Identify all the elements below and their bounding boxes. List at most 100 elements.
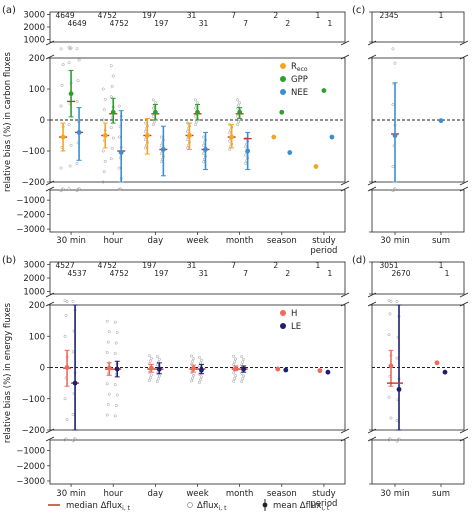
raw-point bbox=[71, 350, 75, 354]
raw-point bbox=[151, 106, 155, 110]
mean-point bbox=[245, 148, 251, 154]
raw-point bbox=[190, 354, 193, 358]
raw-point bbox=[393, 187, 397, 191]
x-tick-label: day bbox=[148, 236, 164, 246]
raw-point bbox=[391, 47, 395, 51]
raw-point bbox=[149, 373, 153, 377]
raw-point bbox=[196, 101, 199, 105]
y-tick-label: −1000 bbox=[16, 447, 45, 457]
legend-point-marker bbox=[187, 502, 193, 508]
raw-point bbox=[155, 355, 159, 359]
break-mark bbox=[459, 292, 469, 298]
raw-point bbox=[153, 101, 157, 105]
raw-point bbox=[75, 161, 79, 165]
count-label: 4649 bbox=[56, 11, 75, 20]
raw-point bbox=[103, 159, 107, 163]
raw-point bbox=[387, 395, 391, 399]
raw-point bbox=[147, 379, 151, 383]
count-label: 3051 bbox=[379, 261, 398, 270]
raw-point bbox=[113, 414, 117, 418]
count-label: 1 bbox=[316, 261, 321, 270]
raw-point bbox=[102, 170, 106, 174]
raw-point bbox=[228, 131, 232, 135]
break-mark bbox=[367, 292, 377, 298]
axis-frame-0 bbox=[371, 261, 465, 295]
x-tick-label: month bbox=[226, 489, 254, 499]
y-tick-label: 200 bbox=[29, 301, 45, 311]
raw-point bbox=[117, 135, 121, 139]
raw-point bbox=[241, 360, 245, 364]
mean-point bbox=[114, 366, 120, 372]
raw-point bbox=[61, 187, 65, 191]
raw-point bbox=[186, 129, 189, 133]
raw-point bbox=[69, 143, 73, 147]
raw-point bbox=[68, 164, 72, 168]
raw-point bbox=[244, 153, 248, 157]
y-tick-label: −200 bbox=[22, 178, 45, 188]
raw-point bbox=[240, 380, 244, 384]
break-mark bbox=[340, 301, 350, 307]
break-mark bbox=[340, 292, 350, 298]
x-tick-label: hour bbox=[103, 489, 123, 499]
mean-point bbox=[233, 366, 239, 372]
count-label: 7 bbox=[243, 269, 248, 278]
raw-point bbox=[156, 377, 160, 381]
raw-point bbox=[101, 180, 105, 184]
y-tick-label: 2000 bbox=[23, 23, 45, 33]
raw-point bbox=[388, 312, 392, 316]
raw-point bbox=[192, 373, 195, 377]
mean-point bbox=[144, 133, 150, 138]
mean-point bbox=[275, 366, 281, 372]
count-label: 4537 bbox=[68, 269, 87, 278]
raw-point bbox=[244, 145, 248, 149]
legend-marker bbox=[280, 310, 286, 316]
mean-point bbox=[392, 133, 398, 138]
raw-point bbox=[194, 123, 197, 127]
mean-point bbox=[152, 109, 158, 115]
panel-tag: (b) bbox=[2, 255, 16, 266]
raw-point bbox=[105, 413, 109, 417]
mean-point bbox=[279, 109, 285, 115]
raw-point bbox=[186, 146, 189, 150]
raw-point bbox=[237, 103, 241, 107]
legend-points-label: Δfluxi, t bbox=[197, 501, 227, 512]
count-label: 4527 bbox=[56, 261, 75, 270]
count-label: 2 bbox=[273, 11, 278, 20]
break-mark bbox=[340, 428, 350, 434]
raw-point bbox=[156, 360, 160, 364]
y-tick-label: −100 bbox=[22, 147, 45, 157]
raw-point bbox=[159, 160, 163, 164]
mean-point bbox=[287, 150, 293, 155]
mean-point bbox=[156, 366, 162, 372]
legend-marker bbox=[280, 89, 286, 95]
raw-point bbox=[190, 379, 193, 383]
raw-point bbox=[118, 187, 122, 191]
raw-point bbox=[159, 152, 163, 156]
raw-point bbox=[61, 63, 65, 67]
raw-point bbox=[64, 437, 68, 441]
mean-point bbox=[329, 134, 335, 140]
break-mark bbox=[459, 436, 469, 442]
x-tick-label: study bbox=[312, 489, 336, 499]
mean-point bbox=[438, 118, 444, 124]
mean-point bbox=[325, 369, 331, 375]
raw-point bbox=[236, 98, 240, 102]
raw-point bbox=[198, 356, 201, 359]
break-mark bbox=[45, 186, 55, 192]
mean-point bbox=[102, 133, 108, 138]
legend-label: Reco bbox=[291, 62, 308, 73]
raw-point bbox=[198, 381, 201, 384]
x-tick-label: season bbox=[267, 489, 297, 499]
raw-point bbox=[202, 135, 205, 139]
y-tick-label: 0 bbox=[40, 116, 45, 126]
raw-point bbox=[77, 58, 81, 62]
y-tick-label: 100 bbox=[29, 85, 45, 95]
legend-marker bbox=[280, 63, 286, 69]
raw-point bbox=[244, 161, 248, 165]
mean-point bbox=[160, 147, 166, 152]
raw-point bbox=[115, 393, 119, 397]
raw-point bbox=[233, 360, 237, 364]
x-tick-label: study bbox=[312, 236, 336, 246]
raw-point bbox=[238, 101, 242, 105]
